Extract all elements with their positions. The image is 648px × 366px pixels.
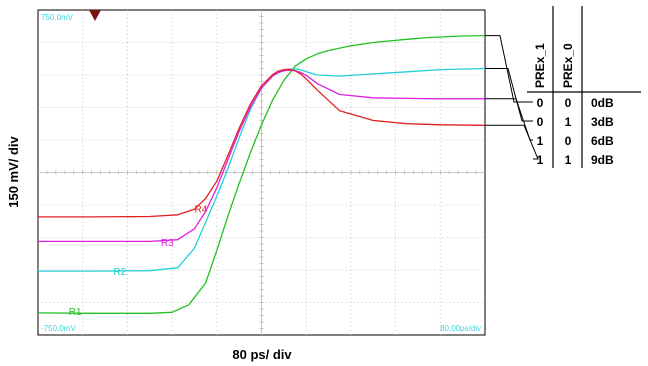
table-header-prex_1: PREx_1 — [533, 43, 547, 88]
leader-lines — [485, 35, 539, 160]
table-cell: 1 — [565, 115, 572, 129]
table-cell: 1 — [565, 153, 572, 167]
leader-line — [485, 124, 539, 160]
trace-r4 — [38, 68, 486, 218]
prex-table: PREx_1 PREx_0 0 0 0dB 0 1 3dB 1 0 6dB 1 1 9dB — [527, 6, 641, 168]
table-cell: 0 — [537, 96, 544, 110]
trace-r3 — [38, 69, 485, 243]
trace-label-r1: R1 — [69, 307, 82, 318]
trace-label-r2: R2 — [113, 267, 126, 278]
leader-line — [485, 98, 533, 141]
top-left-readout: 750.0mV — [41, 13, 74, 22]
x-axis-label: 80 ps/ div — [232, 347, 292, 362]
bottom-right-readout: 80.00ps/div — [440, 324, 481, 333]
bottom-left-readout: -750.0mV — [41, 324, 76, 333]
table-cell: 9dB — [591, 153, 614, 167]
trace-label-r4: R4 — [194, 204, 207, 215]
table-cell: 1 — [537, 134, 544, 148]
table-cell: 0 — [565, 134, 572, 148]
traces — [37, 34, 486, 314]
table-header-prex_0: PREx_0 — [561, 43, 575, 88]
grid — [38, 10, 485, 335]
table-cell: 0 — [537, 115, 544, 129]
trace-label-r3: R3 — [161, 238, 174, 249]
trace-labels: R1 R2 R3 R4 — [69, 204, 208, 318]
table-cell: 0dB — [591, 96, 614, 110]
table-cell: 6dB — [591, 134, 614, 148]
trace-r1 — [37, 34, 486, 314]
table-cell: 3dB — [591, 115, 614, 129]
table-cell: 0 — [565, 96, 572, 110]
table-cell: 1 — [537, 153, 544, 167]
y-axis-label: 150 mV/ div — [6, 135, 21, 207]
trigger-marker-icon — [89, 10, 101, 21]
leader-line — [485, 68, 533, 122]
